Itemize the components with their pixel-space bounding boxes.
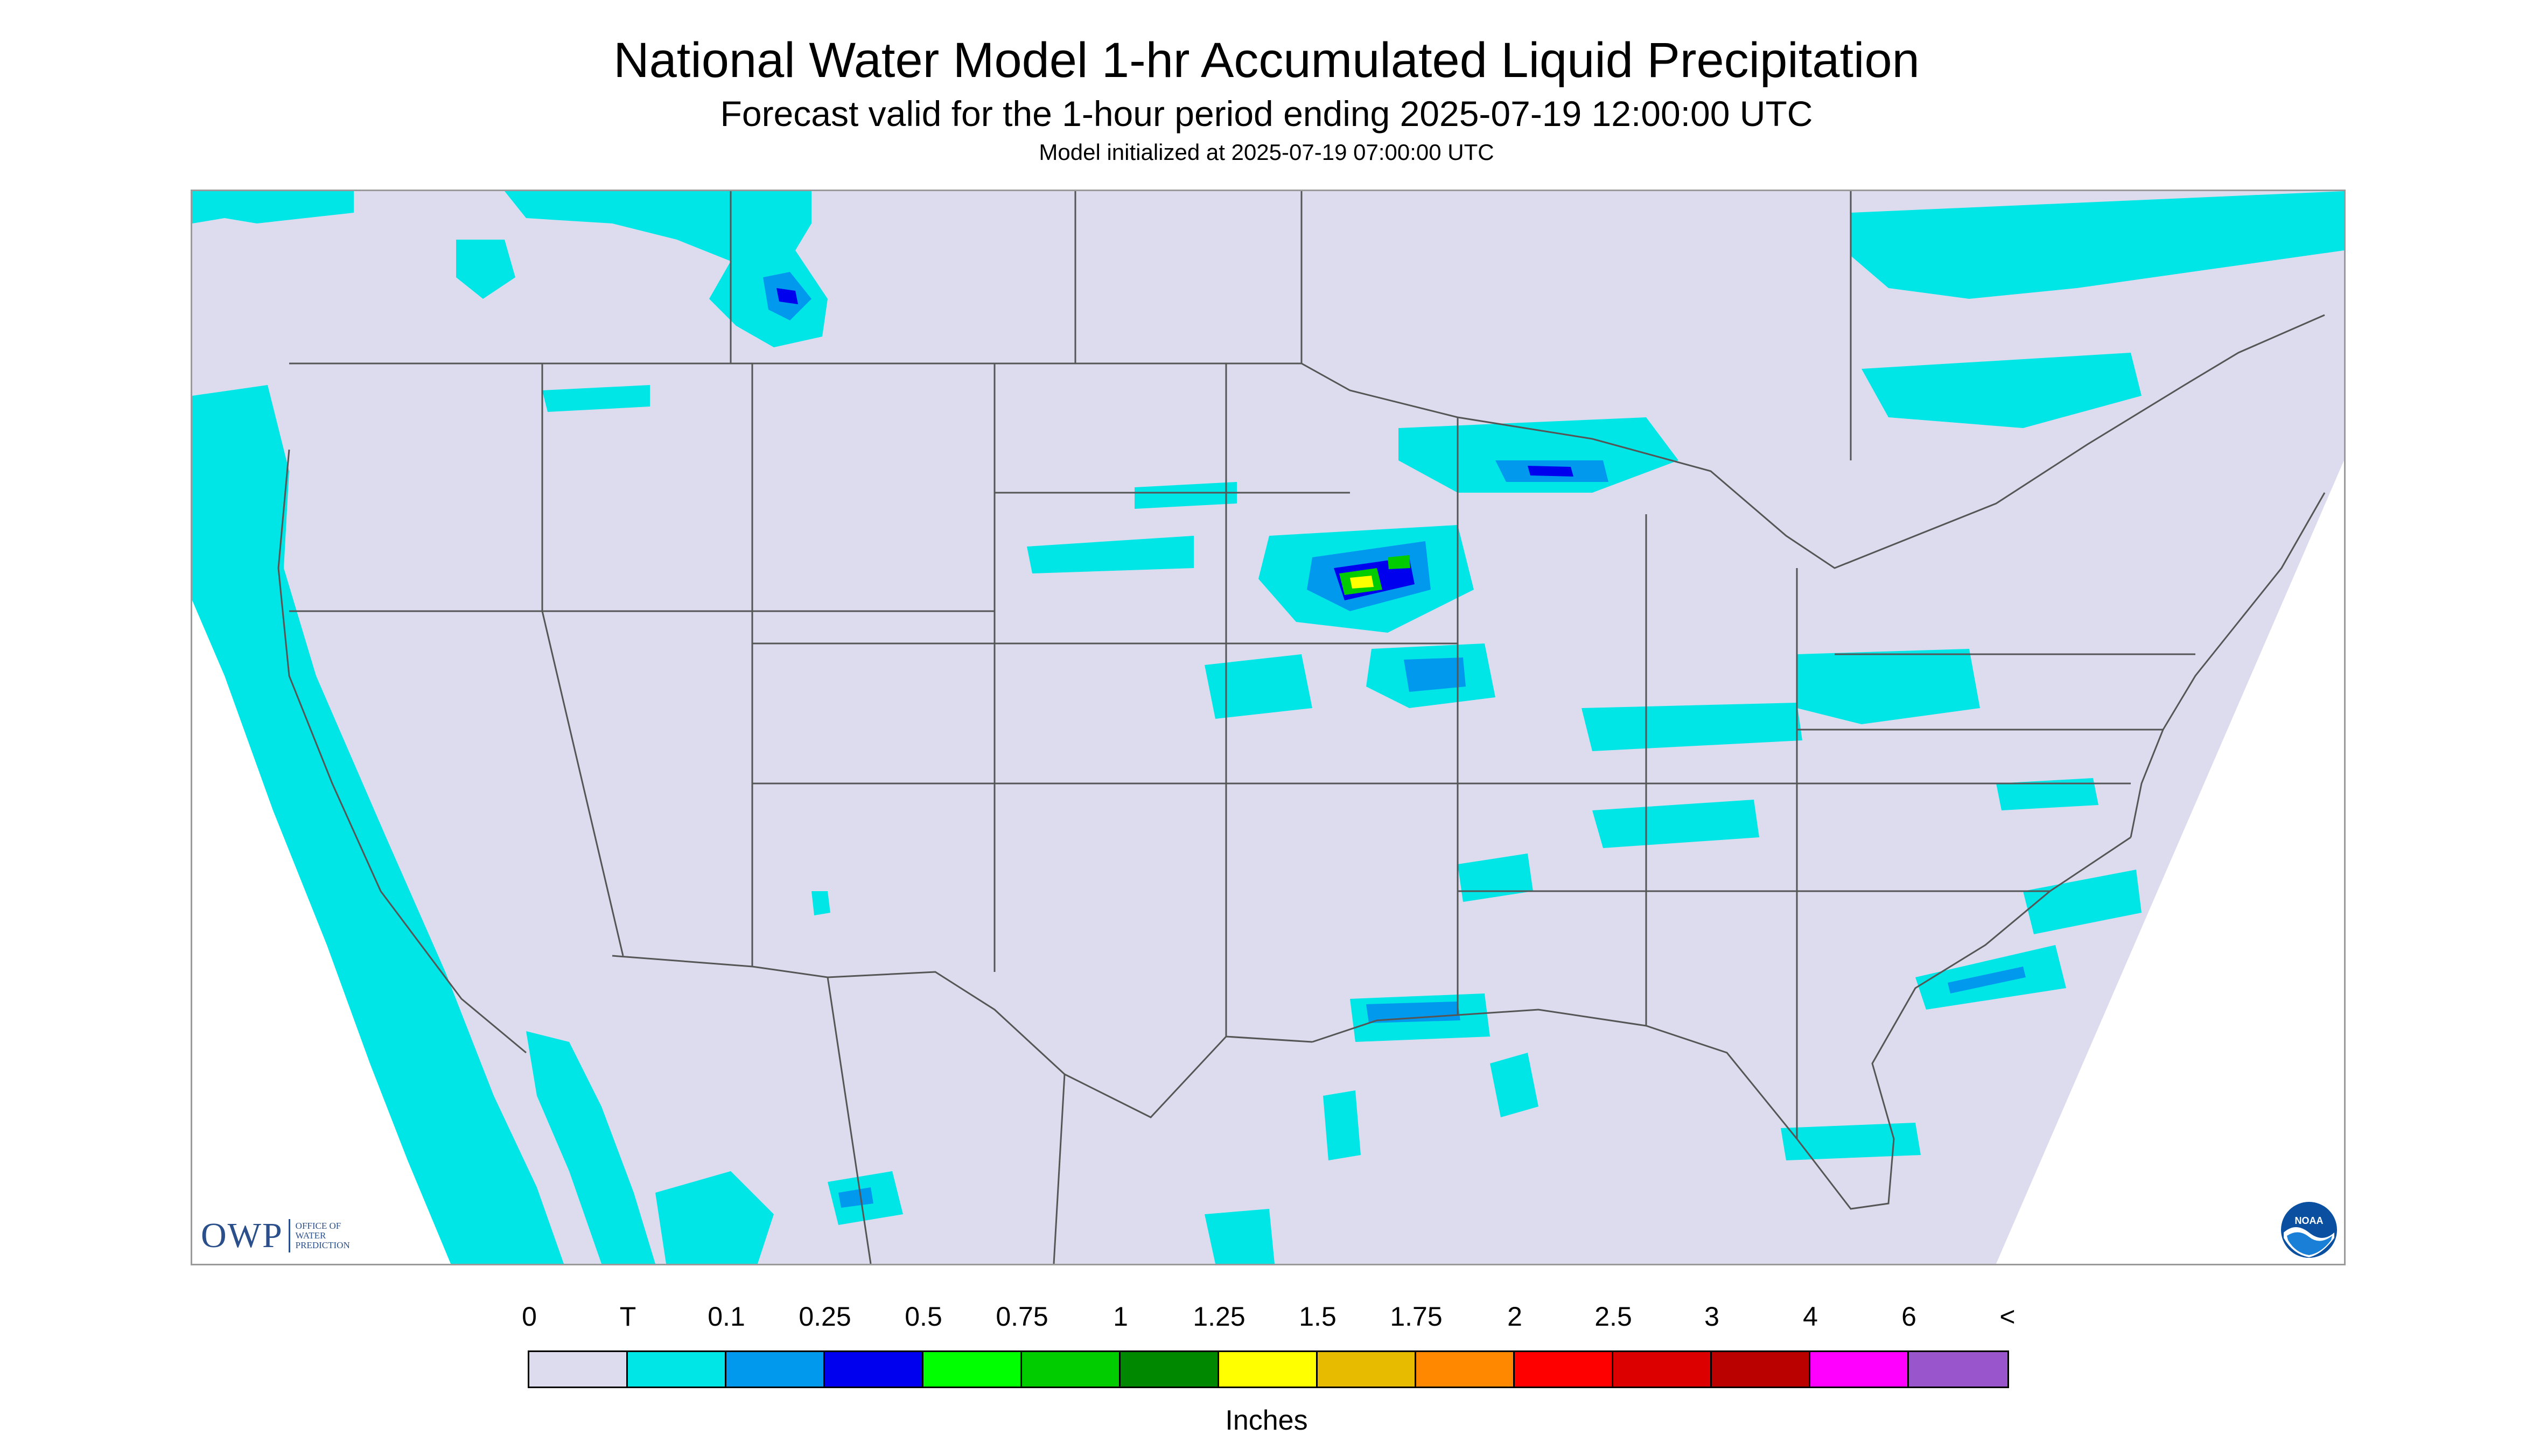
owp-logo-name: OFFICE OF WATER PREDICTION <box>296 1221 350 1250</box>
precip-bc-north <box>505 191 811 272</box>
projection-edge-right <box>1996 460 2344 1264</box>
precip-gulf-3 <box>1781 1123 1921 1160</box>
precip-nebraska <box>1027 536 1194 573</box>
legend-color-box <box>1121 1352 1219 1387</box>
legend-tick-label: 1 <box>1113 1301 1128 1332</box>
owp-logo-letters: OWP <box>201 1216 283 1255</box>
precip-pacific-west <box>192 385 564 1264</box>
legend-tick-label: < <box>1999 1301 2016 1332</box>
legend-tick-label: 1.75 <box>1390 1301 1443 1332</box>
legend-colorbar <box>528 1350 2009 1388</box>
gulf-coast <box>1312 836 2131 1210</box>
precip-quebec <box>1851 191 2344 299</box>
legend-tick-label: 0 <box>522 1301 537 1332</box>
noaa-logo-text: NOAA <box>2295 1215 2324 1226</box>
legend-color-box <box>529 1352 628 1387</box>
precip-mexico-west-core <box>838 1187 873 1208</box>
east-coast <box>2130 492 2326 838</box>
owp-logo-line-2: WATER <box>295 1230 326 1241</box>
legend-tick-label: 2.5 <box>1594 1301 1632 1332</box>
owp-logo-line-1: OFFICE OF <box>295 1221 341 1231</box>
precip-gulf-2 <box>1323 1090 1361 1160</box>
legend-color-box <box>1416 1352 1515 1387</box>
precip-lake-superior <box>1398 417 1678 493</box>
precip-southwest <box>811 891 830 915</box>
us-mexico-border <box>612 955 1313 1118</box>
border-lines <box>277 191 2326 1264</box>
owp-logo: OWP OFFICE OF WATER PREDICTION <box>201 1215 350 1256</box>
precip-iowa-core <box>1404 657 1466 692</box>
mexico-state-line-1 <box>827 977 872 1264</box>
forecast-valid-subtitle: Forecast valid for the 1-hour period end… <box>720 94 1813 134</box>
legend-tick-label: 0.1 <box>708 1301 745 1332</box>
legend-color-box <box>726 1352 825 1387</box>
precip-ohio-valley <box>1582 703 1802 751</box>
precip-baja <box>655 1171 774 1264</box>
legend-labels: 0 T 0.1 0.25 0.5 0.75 1 1.25 1.5 1.75 2 2.5 3 4 6 < <box>0 1303 2533 1341</box>
state-line-1 <box>541 363 624 956</box>
precip-pacific-coast-2 <box>526 1031 655 1264</box>
precip-montana <box>542 385 650 412</box>
legend-color-box <box>1219 1352 1318 1387</box>
precip-nc-offshore <box>1996 778 2098 810</box>
precip-minnesota-yellow <box>1350 576 1374 589</box>
map-title: National Water Model 1-hr Accumulated Li… <box>613 33 1920 88</box>
precip-bc-patch <box>456 240 515 299</box>
legend-color-box <box>1022 1352 1121 1387</box>
precipitation-map-canvas <box>192 191 2344 1264</box>
precip-gulf-1 <box>1490 1053 1538 1117</box>
legend-tick-label: 4 <box>1803 1301 1818 1332</box>
legend-tick-label: 0.75 <box>996 1301 1048 1332</box>
legend-tick-label: 1.25 <box>1193 1301 1245 1332</box>
precip-alberta <box>192 191 354 223</box>
precip-mississippi <box>1458 853 1533 902</box>
legend-color-box <box>1318 1352 1416 1387</box>
precip-dakota <box>1135 482 1237 509</box>
legend-tick-label: 6 <box>1901 1301 1916 1332</box>
legend-color-box <box>628 1352 726 1387</box>
precip-minnesota-green-2 <box>1388 555 1410 569</box>
noaa-logo: NOAA <box>2281 1202 2337 1258</box>
precip-quebec-2 <box>1862 353 2142 428</box>
precip-sask-heavy <box>776 288 798 304</box>
legend-tick-label: 2 <box>1507 1301 1522 1332</box>
legend-color-box <box>825 1352 923 1387</box>
legend-color-box <box>923 1352 1022 1387</box>
precip-tennessee <box>1592 800 1759 848</box>
legend-color-box <box>1712 1352 1810 1387</box>
legend-tick-label: 3 <box>1704 1301 1719 1332</box>
precip-kansas-east <box>1205 654 1312 719</box>
precip-lake-superior-heavy <box>1528 466 1573 477</box>
mexico-state-line-2 <box>1053 1074 1066 1264</box>
legend-color-box <box>1909 1352 2007 1387</box>
legend-tick-label: 0.5 <box>905 1301 942 1332</box>
legend-tick-label: T <box>619 1301 636 1332</box>
precip-pennsylvania <box>1797 649 1980 724</box>
precip-louisiana-core <box>1366 1002 1460 1023</box>
legend-color-box <box>1810 1352 1909 1387</box>
owp-logo-separator <box>288 1219 290 1252</box>
precip-mexico-south <box>1205 1209 1275 1264</box>
precipitation-map: OWP OFFICE OF WATER PREDICTION NOAA <box>191 190 2346 1265</box>
precip-atlantic-core <box>1948 967 2026 993</box>
legend-color-box <box>1515 1352 1613 1387</box>
model-init-label: Model initialized at 2025-07-19 07:00:00… <box>1039 139 1494 165</box>
legend-units: Inches <box>1225 1405 1308 1436</box>
legend-tick-label: 0.25 <box>799 1301 851 1332</box>
legend-tick-label: 1.5 <box>1299 1301 1337 1332</box>
us-canada-border <box>289 314 2325 569</box>
precip-atlantic-1 <box>2023 870 2142 934</box>
west-coast <box>277 449 527 1054</box>
legend-color-box <box>1613 1352 1712 1387</box>
owp-logo-line-3: PREDICTION <box>295 1240 350 1250</box>
